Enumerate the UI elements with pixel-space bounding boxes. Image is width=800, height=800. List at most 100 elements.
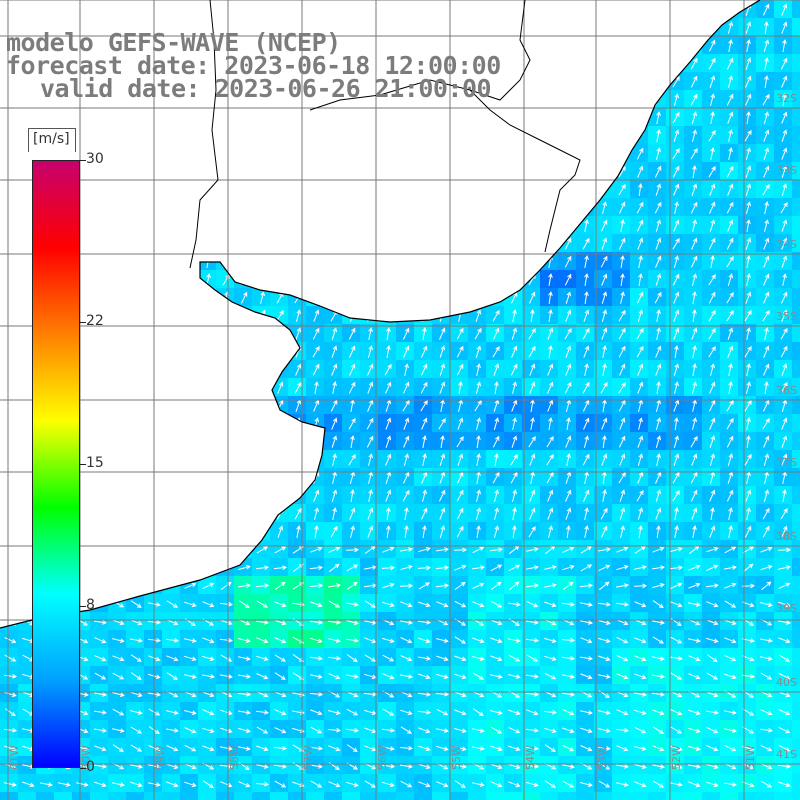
wind-arrow [454,673,467,680]
wind-arrow [688,564,701,571]
wind-arrow [688,709,701,716]
wind-arrow [255,709,270,715]
wind-cell [324,450,342,468]
wind-cell [252,630,270,648]
wind-arrow [582,453,590,466]
wind-cell [360,414,378,432]
wind-arrow [530,309,535,322]
wind-cell [756,18,774,36]
wind-cell [504,504,522,522]
wind-cell [504,792,522,800]
wind-cell [522,756,540,774]
wind-cell [90,720,108,738]
wind-cell [486,486,504,504]
wind-arrow [422,525,427,538]
wind-arrow [742,546,755,554]
wind-cell [558,756,576,774]
wind-cell [432,378,450,396]
wind-cell [630,630,648,648]
wind-cell [630,234,648,252]
wind-arrow [310,780,323,788]
wind-cell [774,576,792,594]
wind-arrow [476,489,481,502]
wind-cell [684,630,702,648]
wind-cell [720,774,738,792]
wind-cell [306,792,324,800]
wind-cell [360,702,378,720]
wind-cell [792,36,800,54]
wind-cell [378,738,396,756]
wind-cell [612,414,630,432]
wind-arrow [724,546,737,554]
longitude-label: 54W [524,745,537,770]
wind-cell [324,522,342,540]
wind-arrow [112,692,125,697]
wind-cell [198,576,216,594]
wind-arrow [400,780,413,788]
wind-arrow [526,600,539,608]
wind-arrow [130,672,142,680]
wind-cell [738,72,756,90]
wind-cell [306,396,324,414]
wind-arrow [528,525,536,538]
wind-arrow [439,525,445,538]
wind-cell [360,342,378,360]
wind-arrow [781,165,788,178]
wind-arrow [436,638,449,643]
wind-arrow [706,710,719,715]
wind-arrow [256,620,269,625]
wind-arrow [692,525,697,538]
wind-cell [612,342,630,360]
wind-cell [702,162,720,180]
wind-cell [342,576,360,594]
wind-cell [450,702,468,720]
wind-cell [738,486,756,504]
wind-arrow [435,691,450,697]
wind-arrow [184,744,197,752]
wind-cell [702,432,720,450]
valid-date: valid date: 2023-06-26 21:00:00 [40,74,492,103]
wind-cell [126,630,144,648]
wind-cell [540,558,558,576]
wind-arrow [670,672,682,680]
wind-arrow [600,381,608,394]
wind-arrow [4,637,17,644]
wind-arrow [762,417,770,430]
wind-arrow [184,727,197,734]
wind-cell [756,540,774,558]
wind-cell [216,720,234,738]
wind-cell [702,126,720,144]
wind-cell [216,774,234,792]
wind-cell [576,720,594,738]
wind-arrow [3,727,18,733]
wind-cell [18,720,36,738]
wind-arrow [706,601,719,608]
wind-arrow [313,309,320,322]
wind-cell [648,378,666,396]
wind-cell [378,774,396,792]
wind-cell [540,306,558,324]
wind-arrow [616,745,629,752]
wind-arrow [530,417,535,430]
wind-arrow [331,327,338,340]
wind-cell [756,504,774,522]
wind-cell [486,774,504,792]
wind-arrow [619,453,626,466]
wind-cell [522,504,540,522]
wind-arrow [543,709,558,715]
wind-arrow [763,111,769,124]
wind-cell [630,774,648,792]
wind-arrow [708,328,716,340]
wind-cell [792,216,800,234]
wind-arrow [526,565,539,570]
wind-cell [306,594,324,612]
wind-cell [252,558,270,576]
wind-arrow [778,691,791,698]
wind-arrow [439,327,446,340]
border-uruguay [189,0,581,269]
wind-arrow [166,600,179,608]
wind-cell [432,342,450,360]
wind-arrow [656,525,661,538]
wind-cell [774,270,792,288]
wind-arrow [472,565,485,570]
